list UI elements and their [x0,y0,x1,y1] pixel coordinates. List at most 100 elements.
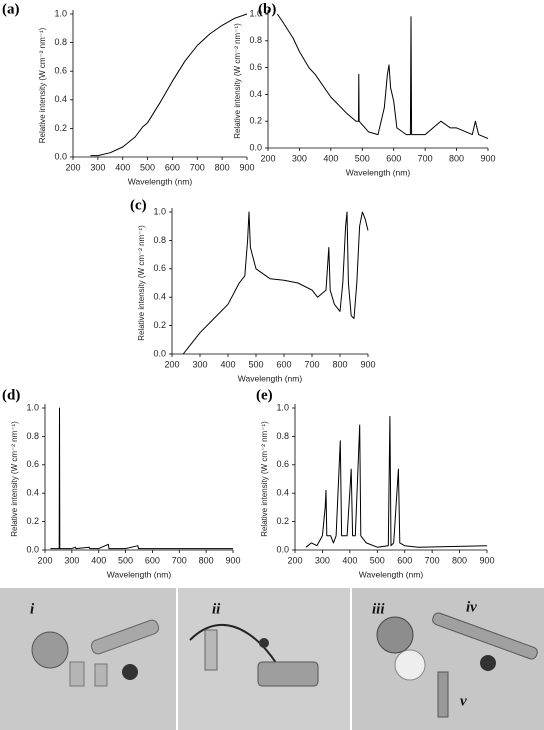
x-tick-label: 300 [64,555,79,565]
x-tick-label: 700 [190,162,205,172]
photo-label: ii [212,601,221,617]
y-tick-label: 0.4 [26,488,39,498]
x-tick-label: 200 [287,555,302,565]
x-axis-label: Wavelength (nm) [107,569,172,579]
x-axis-label: Wavelength (nm) [346,167,411,177]
chart-panel: 0.0 0.2 0.4 0.6 0.8 1.0 200 300 400 500 600 700 800 9… [233,1,495,177]
y-tick-label: 1.0 [54,8,67,18]
lamp [437,671,449,718]
y-tick-label: 1.0 [153,206,166,216]
x-tick-label: 900 [360,359,375,369]
y-tick-label: 0.6 [26,459,39,469]
y-tick-label: 0.8 [153,235,166,245]
photo-label: iv [466,599,477,615]
y-axis-label: Relative intensity (W cm⁻² nm⁻¹) [10,421,19,537]
lamp [90,619,160,655]
lamp [376,616,414,654]
y-tick-label: 0.2 [54,123,67,133]
filter [259,638,269,648]
y-tick-label: 0.2 [276,516,289,526]
x-tick-label: 600 [397,555,412,565]
y-axis-label: Relative intensity (W cm⁻² nm⁻¹) [38,27,47,143]
y-tick-label: 0.8 [54,37,67,47]
chart-panel: 0.0 0.2 0.4 0.6 0.8 1.0 200 300 400 500 600 700 800 9… [130,197,376,383]
x-tick-label: 900 [480,153,495,163]
y-tick-label: 0.0 [276,544,289,554]
filter [480,655,496,671]
x-tick-label: 800 [215,162,230,172]
y-tick-label: 0.0 [153,348,166,358]
y-tick-label: 0.6 [249,62,262,72]
x-tick-label: 800 [199,555,214,565]
photo-panel [178,588,350,730]
y-tick-label: 0.8 [26,431,39,441]
x-tick-label: 900 [479,555,494,565]
x-tick-label: 700 [172,555,187,565]
x-tick-label: 900 [239,162,254,172]
photo-panel [0,588,176,730]
chart-panel: 0.0 0.2 0.4 0.6 0.8 1.0 200 300 400 500 600 700 800 9… [256,387,495,579]
lamp [69,661,85,687]
x-tick-label: 500 [355,153,370,163]
spectrum-line [305,416,488,548]
y-axis-label: Relative intensity (W cm⁻² nm⁻¹) [260,421,269,537]
y-tick-label: 0.2 [153,320,166,330]
x-tick-label: 400 [342,555,357,565]
x-tick-label: 600 [165,162,180,172]
x-tick-label: 400 [323,153,338,163]
x-tick-label: 600 [276,359,291,369]
y-tick-label: 0.2 [26,516,39,526]
panel-label: (e) [256,387,273,403]
x-axis-label: Wavelength (nm) [238,373,303,383]
panel-label: (d) [2,387,20,403]
y-tick-label: 0.8 [276,431,289,441]
panel-label: (c) [130,197,147,213]
x-tick-label: 400 [115,162,130,172]
x-tick-label: 300 [315,555,330,565]
lamp [94,663,108,687]
spectrum-line [276,13,489,140]
y-tick-label: 0.4 [249,89,262,99]
photo-label: v [460,693,467,709]
x-tick-label: 200 [164,359,179,369]
y-tick-label: 0.0 [249,142,262,152]
x-axis-label: Wavelength (nm) [128,176,193,186]
x-tick-label: 800 [332,359,347,369]
x-tick-label: 600 [386,153,401,163]
y-tick-label: 0.6 [153,263,166,273]
x-tick-label: 900 [225,555,240,565]
photos: i ii iii iv v [0,588,544,730]
chart-panel: 0.0 0.2 0.4 0.6 0.8 1.0 200 300 400 500 600 700 800 9… [2,387,241,579]
spectrum-line [50,407,233,550]
y-tick-label: 0.4 [276,488,289,498]
x-tick-label: 800 [452,555,467,565]
y-tick-label: 1.0 [26,402,39,412]
x-tick-label: 300 [90,162,105,172]
x-tick-label: 700 [425,555,440,565]
x-tick-label: 300 [292,153,307,163]
x-tick-label: 600 [145,555,160,565]
y-tick-label: 0.4 [54,94,67,104]
y-tick-label: 1.0 [249,8,262,18]
lamp [257,661,319,687]
x-tick-label: 200 [65,162,80,172]
photo-label: iii [372,601,385,617]
y-tick-label: 0.4 [153,292,166,302]
x-tick-label: 700 [418,153,433,163]
y-tick-label: 0.6 [54,66,67,76]
x-tick-label: 400 [220,359,235,369]
spectrum-line [90,13,248,157]
x-tick-label: 200 [37,555,52,565]
y-axis-label: Relative intensity (W cm⁻² nm⁻¹) [137,225,146,341]
filter [122,664,138,680]
lamp [31,631,69,669]
x-tick-label: 400 [91,555,106,565]
lamp [204,629,218,671]
y-tick-label: 1.0 [276,402,289,412]
y-tick-label: 0.0 [54,151,67,161]
x-tick-label: 500 [140,162,155,172]
x-tick-label: 200 [260,153,275,163]
cap [394,649,426,681]
x-tick-label: 500 [370,555,385,565]
